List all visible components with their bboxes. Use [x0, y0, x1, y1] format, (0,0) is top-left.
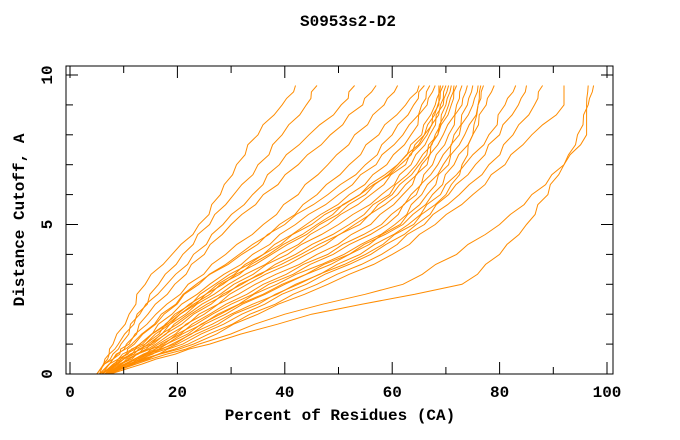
- prediction-curve: [107, 85, 458, 375]
- prediction-curve: [107, 85, 589, 375]
- prediction-curve: [107, 85, 482, 375]
- prediction-curve: [107, 85, 450, 375]
- prediction-curve: [99, 85, 441, 375]
- prediction-curve: [99, 85, 444, 375]
- prediction-curve: [107, 85, 527, 375]
- prediction-curve: [107, 85, 517, 375]
- prediction-curve: [96, 85, 425, 375]
- plot-border: [65, 65, 614, 375]
- prediction-curve: [107, 85, 565, 375]
- y-tick-label: 0: [39, 369, 57, 379]
- y-axis-label: Distance Cutoff, A: [11, 133, 29, 306]
- x-tick-label: 0: [65, 384, 75, 402]
- prediction-curve: [101, 85, 377, 375]
- x-tick-label: 20: [168, 384, 187, 402]
- y-tick-label: 10: [39, 65, 57, 84]
- prediction-curve: [96, 85, 296, 375]
- prediction-curve: [99, 85, 318, 375]
- prediction-curve: [107, 85, 474, 375]
- prediction-curve: [110, 85, 468, 375]
- x-tick-label: 60: [383, 384, 402, 402]
- prediction-curves: [96, 85, 595, 375]
- prediction-curve: [101, 85, 440, 375]
- x-tick-label: 80: [490, 384, 509, 402]
- x-tick-label: 40: [275, 384, 294, 402]
- prediction-curve: [104, 85, 463, 375]
- tick-labels: 0 20 40 60 80 100 0 5 10: [39, 65, 621, 402]
- chart-title: S0953s2-D2: [300, 13, 396, 31]
- y-tick-label: 5: [39, 220, 57, 230]
- prediction-curve: [101, 85, 420, 375]
- prediction-curve: [104, 85, 447, 375]
- plot-frame: [65, 65, 614, 375]
- prediction-curve: [107, 85, 484, 375]
- prediction-curve: [101, 85, 431, 375]
- x-tick-label: 100: [593, 384, 622, 402]
- axis-ticks: [66, 66, 613, 375]
- x-axis-label: Percent of Residues (CA): [225, 407, 455, 425]
- prediction-curve: [110, 85, 595, 375]
- prediction-curve: [104, 85, 495, 375]
- prediction-curve: [110, 85, 544, 375]
- prediction-curve: [96, 85, 355, 375]
- prediction-curve: [99, 85, 399, 375]
